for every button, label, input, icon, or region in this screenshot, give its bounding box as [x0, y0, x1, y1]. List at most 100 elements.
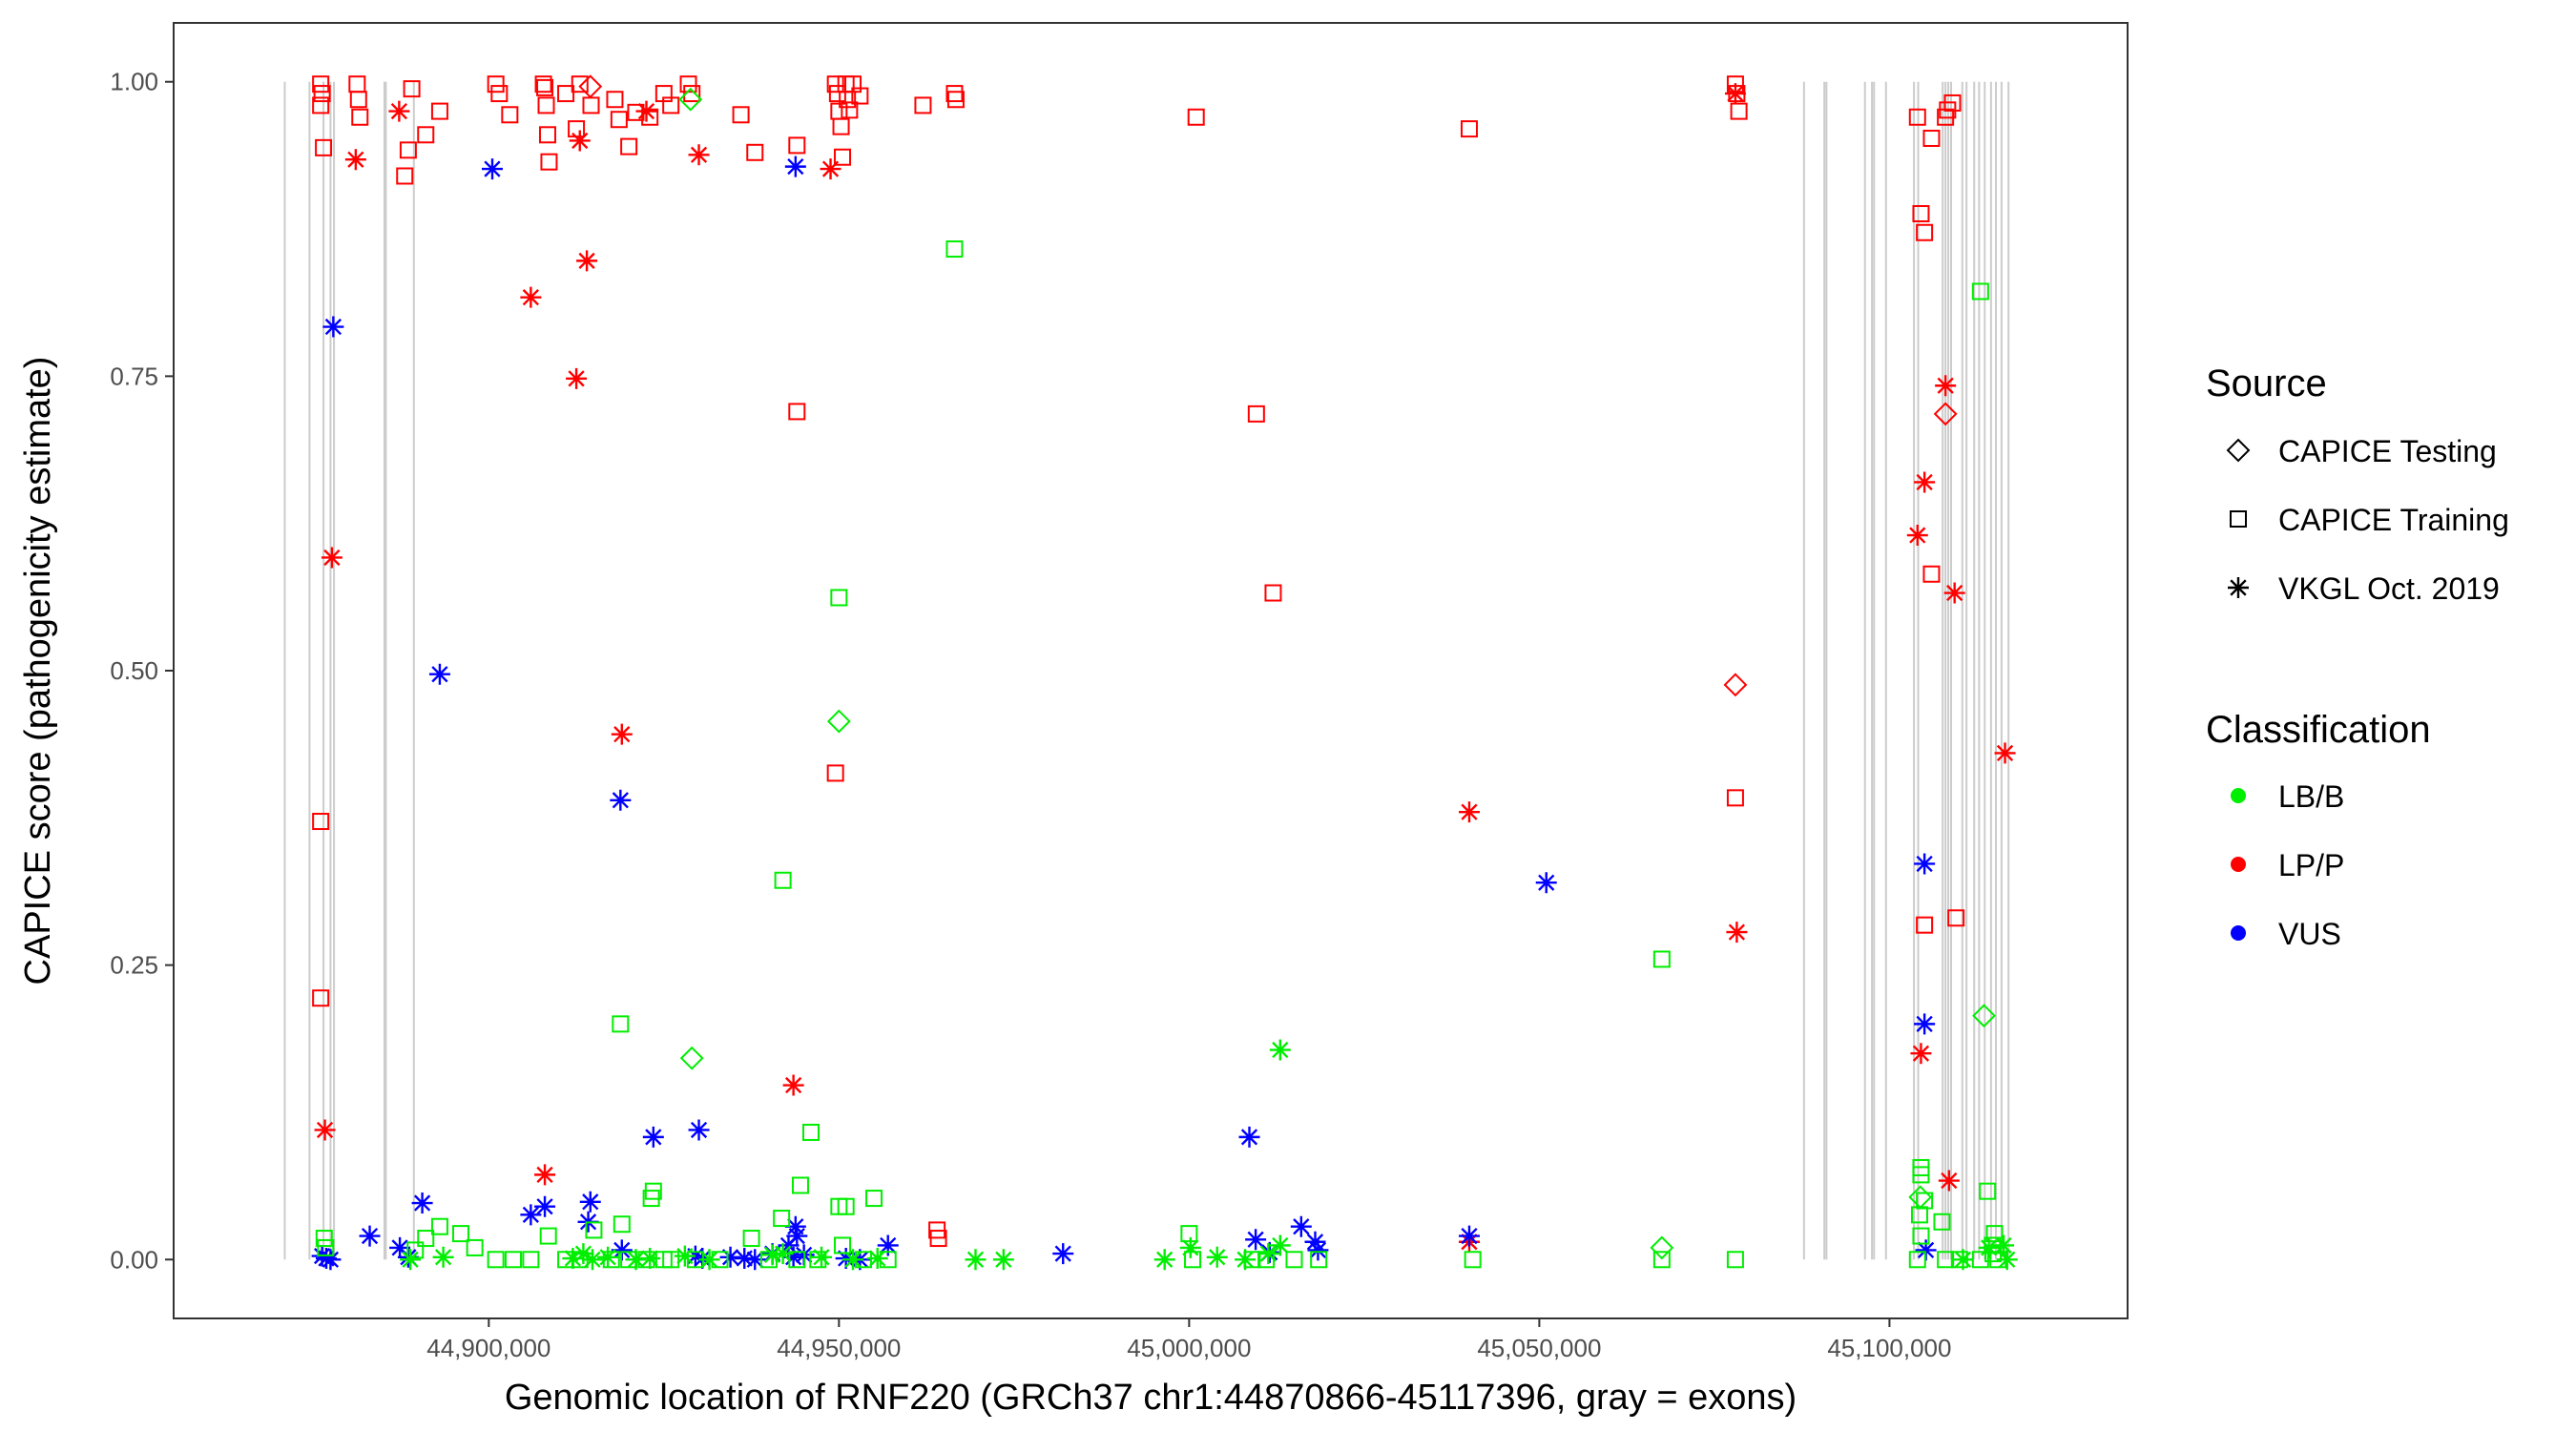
data-point [1304, 1231, 1326, 1253]
legend-label-capice-training: CAPICE Training [2278, 503, 2509, 537]
data-point [430, 102, 448, 120]
data-point [611, 1239, 633, 1261]
data-point [610, 111, 628, 129]
data-point [719, 1246, 741, 1268]
data-point [810, 1246, 832, 1268]
data-point [1910, 1043, 1932, 1065]
data-point [400, 1249, 422, 1271]
exon-lines [283, 81, 2010, 1260]
data-point [1652, 1251, 1671, 1269]
data-point [679, 1046, 704, 1070]
data-point [746, 143, 764, 161]
data-point [772, 1243, 794, 1265]
data-point [359, 1225, 381, 1247]
data-point [1307, 1239, 1329, 1261]
data-point [389, 1236, 411, 1258]
data-point [865, 1190, 883, 1208]
data-point [540, 153, 558, 171]
data-point [490, 85, 509, 103]
data-point [522, 1251, 540, 1269]
data-point [428, 663, 450, 685]
data-point [784, 156, 806, 177]
data-point [411, 1192, 433, 1214]
x-tick-label: 45,050,000 [1477, 1334, 1601, 1362]
data-point [322, 316, 344, 338]
data-point [1908, 108, 1926, 126]
data-point [1912, 1158, 1930, 1176]
data-point [1914, 1013, 1936, 1035]
data-point [451, 1225, 469, 1243]
data-point [579, 1191, 601, 1213]
data-point [820, 158, 841, 180]
data-point [1153, 1249, 1175, 1271]
data-point [1938, 1170, 1960, 1192]
data-point [1916, 1192, 1934, 1210]
data-point [417, 126, 435, 144]
data-point [782, 1074, 804, 1096]
data-point [313, 85, 331, 103]
data-point [761, 1244, 783, 1266]
y-tick-label: 1.00 [110, 68, 158, 96]
data-point [914, 96, 932, 114]
data-point [536, 78, 554, 96]
data-point [642, 1126, 664, 1148]
data-point [315, 1230, 333, 1248]
data-point [569, 130, 591, 152]
legend-label-vkgl: VKGL Oct. 2019 [2278, 571, 2500, 606]
data-point [466, 1238, 484, 1256]
data-point [602, 1251, 620, 1269]
data-point [678, 87, 703, 112]
data-point [314, 1119, 336, 1141]
data-point [851, 87, 869, 105]
data-point [1269, 1234, 1291, 1256]
data-point [620, 137, 638, 156]
data-point [1916, 223, 1934, 241]
data-point [1458, 1225, 1480, 1247]
data-point [1245, 1229, 1267, 1251]
data-points [311, 74, 2018, 1271]
data-point [1730, 102, 1748, 120]
data-point [562, 1248, 584, 1270]
data-point [612, 1015, 630, 1033]
legend-label-vus: VUS [2278, 917, 2341, 951]
data-point [501, 106, 519, 124]
data-point [1994, 742, 2016, 764]
data-point [505, 1251, 523, 1269]
legend-title-classification: Classification [2206, 709, 2431, 751]
data-point [1464, 1251, 1482, 1269]
data-point [662, 96, 680, 114]
y-tick-label: 0.75 [110, 362, 158, 390]
data-point [403, 80, 421, 98]
data-point [1235, 1249, 1257, 1271]
data-point [312, 96, 330, 114]
data-point [1257, 1243, 1279, 1265]
data-point [1916, 916, 1934, 934]
data-point [734, 1248, 756, 1270]
legend-key-dot [2231, 925, 2246, 941]
legend: Source CAPICE Testing CAPICE Training VK… [2206, 363, 2509, 951]
data-point [830, 589, 848, 607]
data-point [1912, 204, 1930, 222]
data-point [625, 1249, 647, 1271]
data-point [582, 96, 600, 114]
legend-title-source: Source [2206, 363, 2327, 404]
data-point [432, 1246, 454, 1268]
data-point [611, 723, 633, 745]
data-point [317, 1238, 335, 1256]
data-point [430, 1217, 448, 1235]
data-point [1952, 1249, 1974, 1271]
data-point [487, 1251, 505, 1269]
data-point [1179, 1236, 1201, 1258]
legend-label-lbb: LB/B [2278, 779, 2344, 814]
data-point [1933, 1213, 1951, 1231]
data-point [1726, 922, 1748, 944]
data-point [581, 1249, 603, 1271]
data-point [1922, 565, 1941, 583]
y-tick-label: 0.25 [110, 951, 158, 980]
data-point [688, 144, 710, 166]
data-point [388, 100, 410, 122]
data-point [1652, 950, 1671, 968]
data-point [610, 789, 632, 811]
data-point [641, 108, 659, 126]
